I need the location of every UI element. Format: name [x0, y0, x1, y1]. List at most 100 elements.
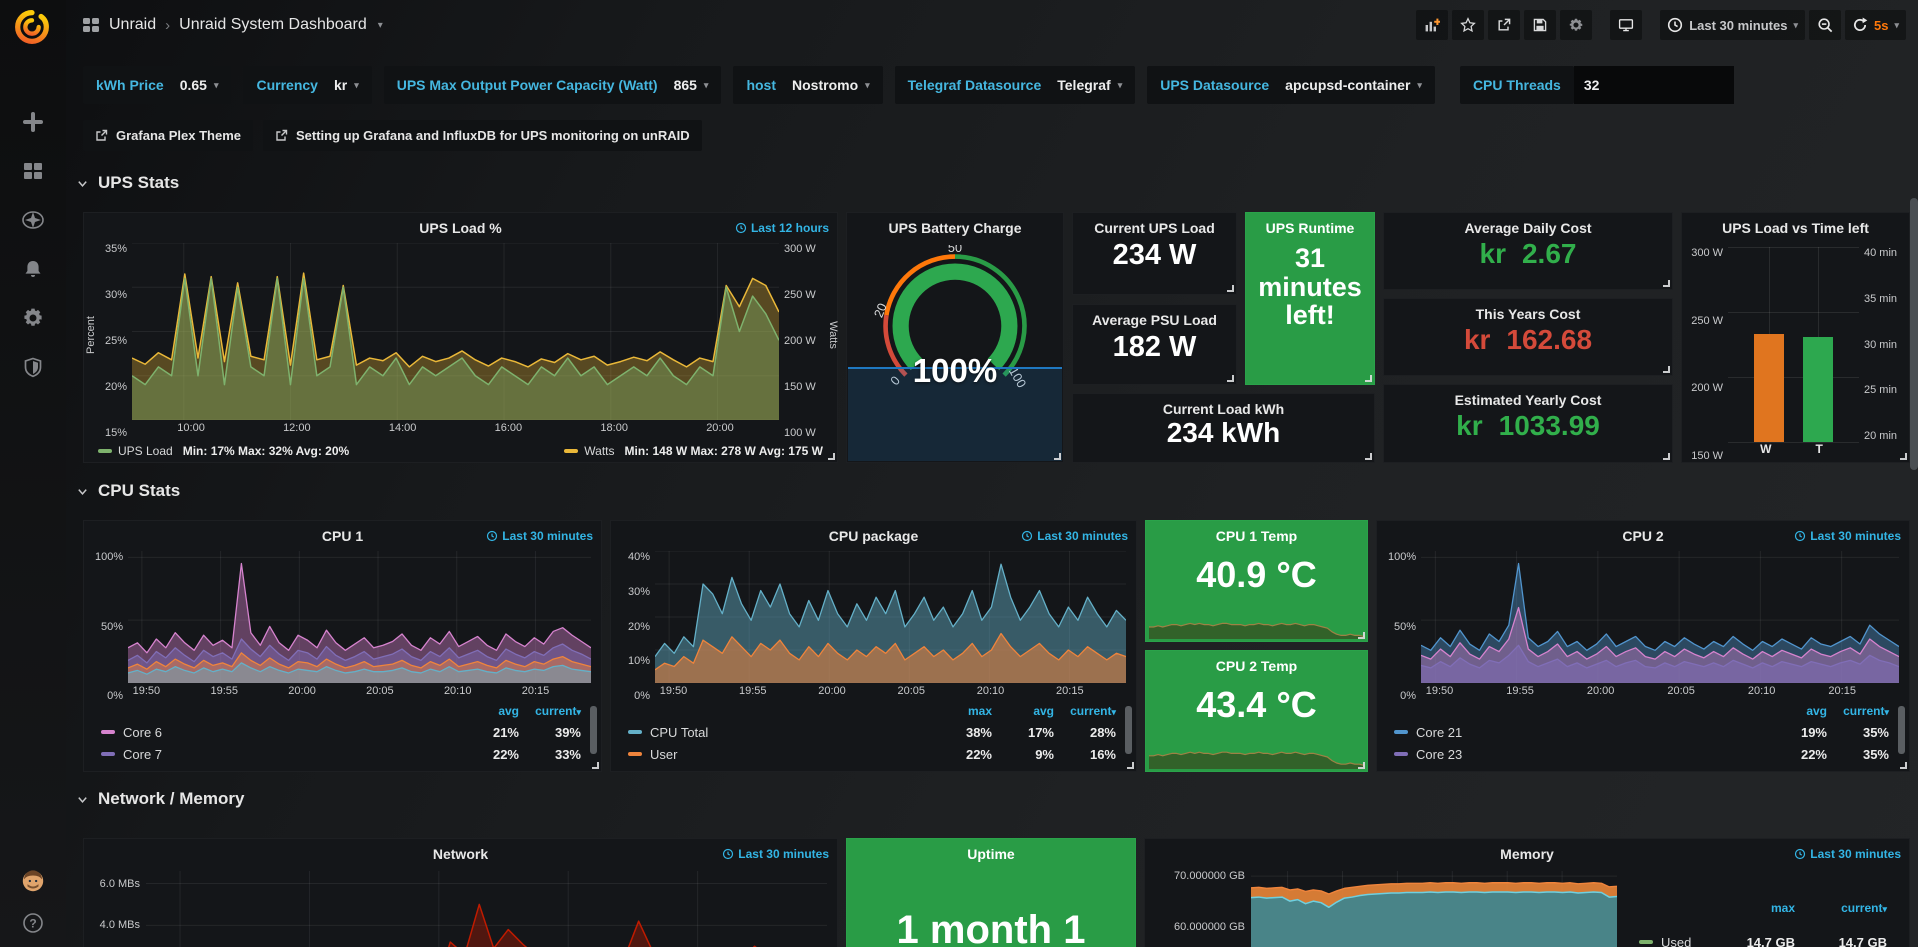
panel-title[interactable]: This Years Cost [1475, 306, 1581, 322]
panel-resize-handle[interactable] [1663, 366, 1670, 373]
legend-sort-current[interactable]: current▾ [535, 704, 581, 718]
series-color-swatch[interactable] [101, 730, 115, 734]
panel-title[interactable]: CPU 1 [321, 528, 364, 544]
share-button[interactable] [1488, 10, 1521, 40]
series-name[interactable]: CPU Total [650, 724, 709, 740]
legend-sort-avg[interactable]: avg [1033, 704, 1054, 718]
panel-resize-handle[interactable] [1365, 453, 1372, 460]
panel-resize-handle[interactable] [1227, 375, 1234, 382]
section-ups-stats[interactable]: UPS Stats [76, 173, 179, 193]
time-range-picker[interactable]: Last 30 minutes ▾ [1660, 10, 1805, 40]
series-color-swatch[interactable] [1394, 730, 1408, 734]
series-color-swatch[interactable] [101, 752, 115, 756]
variable-ups-datasource[interactable]: UPS Datasource apcupsd-container ▾ [1147, 66, 1435, 104]
refresh-button[interactable]: 5s ▾ [1845, 10, 1906, 40]
cpu-threads-input[interactable] [1573, 66, 1734, 104]
panel-title[interactable]: Memory [1500, 846, 1554, 862]
series-color-swatch[interactable] [1639, 940, 1653, 944]
panel-time-range[interactable]: Last 30 minutes [1021, 529, 1128, 543]
save-button[interactable] [1524, 10, 1557, 40]
panel-resize-handle[interactable] [1358, 632, 1365, 639]
panel-resize-handle[interactable] [1365, 375, 1372, 382]
help-icon[interactable]: ? [21, 911, 45, 935]
panel-resize-handle[interactable] [1900, 762, 1907, 769]
series-name[interactable]: User [650, 746, 678, 762]
grafana-logo-icon[interactable] [11, 6, 53, 48]
series-name[interactable]: Core 7 [123, 746, 163, 762]
series-color-swatch[interactable] [1394, 752, 1408, 756]
panel-title[interactable]: Average Daily Cost [1464, 220, 1592, 236]
panel-resize-handle[interactable] [592, 762, 599, 769]
panel-title[interactable]: UPS Battery Charge [888, 220, 1022, 236]
cycle-view-button[interactable] [1610, 10, 1643, 40]
variable-telegraf-datasource[interactable]: Telegraf Datasource Telegraf ▾ [894, 66, 1136, 104]
alerting-bell-icon[interactable] [21, 257, 45, 281]
section-cpu-stats[interactable]: CPU Stats [76, 481, 180, 501]
page-scrollbar[interactable] [1910, 198, 1918, 470]
panel-title[interactable]: CPU 2 Temp [1215, 658, 1298, 674]
link-ups-monitoring-guide[interactable]: Setting up Grafana and InfluxDB for UPS … [263, 120, 702, 151]
panel-title[interactable]: UPS Load % [419, 220, 502, 236]
panel-title[interactable]: Uptime [967, 846, 1015, 862]
dashboards-icon[interactable] [21, 159, 45, 183]
legend-scrollbar[interactable] [590, 706, 597, 754]
panel-resize-handle[interactable] [1127, 762, 1134, 769]
breadcrumb-folder[interactable]: Unraid [109, 16, 157, 33]
panel-title[interactable]: Current Load kWh [1162, 401, 1285, 417]
panel-title[interactable]: CPU package [828, 528, 919, 544]
legend-scrollbar[interactable] [1898, 706, 1905, 754]
panel-title[interactable]: Current UPS Load [1094, 220, 1215, 236]
panel-time-range[interactable]: Last 12 hours [735, 221, 829, 235]
panel-time-range[interactable]: Last 30 minutes [1794, 529, 1901, 543]
series-name[interactable]: Used [1661, 934, 1692, 947]
caret-down-icon[interactable]: ▾ [377, 19, 383, 31]
panel-resize-handle[interactable] [1900, 453, 1907, 460]
panel-title[interactable]: Estimated Yearly Cost [1454, 392, 1602, 408]
series-name[interactable]: Core 21 [1416, 724, 1463, 740]
variable-host[interactable]: host Nostromo ▾ [733, 66, 883, 104]
add-panel-button[interactable] [1416, 10, 1449, 40]
panel-title[interactable]: UPS Load vs Time left [1722, 220, 1869, 236]
series-name[interactable]: Core 23 [1416, 746, 1463, 762]
zoom-out-button[interactable] [1809, 10, 1841, 40]
series-color-swatch[interactable] [628, 730, 642, 734]
legend-sort-current[interactable]: current▾ [1841, 901, 1887, 915]
panel-resize-handle[interactable] [1358, 762, 1365, 769]
legend-scrollbar[interactable] [1125, 706, 1132, 754]
series-color-swatch[interactable] [564, 448, 579, 453]
panel-title[interactable]: Average PSU Load [1092, 312, 1217, 328]
panel-title[interactable]: CPU 1 Temp [1215, 528, 1298, 544]
panel-title[interactable]: Network [432, 846, 489, 862]
variable-currency[interactable]: Currency kr ▾ [243, 66, 372, 104]
admin-shield-icon[interactable] [21, 355, 45, 379]
legend-sort-avg[interactable]: avg [498, 704, 519, 718]
variable-ups-max-output[interactable]: UPS Max Output Power Capacity (Watt) 865 ▾ [383, 66, 722, 104]
explore-compass-icon[interactable] [21, 208, 45, 232]
panel-resize-handle[interactable] [828, 453, 835, 460]
panel-resize-handle[interactable] [1054, 453, 1061, 460]
dashboard-title[interactable]: Unraid System Dashboard [179, 16, 367, 33]
series-name[interactable]: Core 6 [123, 724, 163, 740]
legend-sort-current[interactable]: current▾ [1070, 704, 1116, 718]
link-grafana-plex-theme[interactable]: Grafana Plex Theme [83, 120, 253, 151]
panel-resize-handle[interactable] [1663, 453, 1670, 460]
panel-resize-handle[interactable] [1663, 280, 1670, 287]
refresh-interval-select[interactable]: 5s [1874, 17, 1889, 33]
dashboard-settings-button[interactable] [1560, 10, 1593, 40]
legend-sort-current[interactable]: current▾ [1843, 704, 1889, 718]
series-name[interactable]: Watts [584, 443, 615, 458]
star-button[interactable] [1452, 10, 1485, 40]
panel-time-range[interactable]: Last 30 minutes [486, 529, 593, 543]
legend-sort-avg[interactable]: avg [1806, 704, 1827, 718]
create-plus-icon[interactable] [21, 110, 45, 134]
panel-title[interactable]: UPS Runtime [1265, 220, 1355, 236]
legend-sort-max[interactable]: max [967, 704, 992, 718]
series-color-swatch[interactable] [628, 752, 642, 756]
legend-sort-max[interactable]: max [1770, 901, 1795, 915]
series-color-swatch[interactable] [98, 448, 112, 453]
user-avatar[interactable] [19, 867, 47, 895]
variable-kwh-price[interactable]: kWh Price 0.65 ▾ [83, 66, 232, 104]
panel-title[interactable]: CPU 2 [1622, 528, 1664, 544]
panel-resize-handle[interactable] [1227, 285, 1234, 292]
series-name[interactable]: UPS Load [118, 443, 173, 458]
